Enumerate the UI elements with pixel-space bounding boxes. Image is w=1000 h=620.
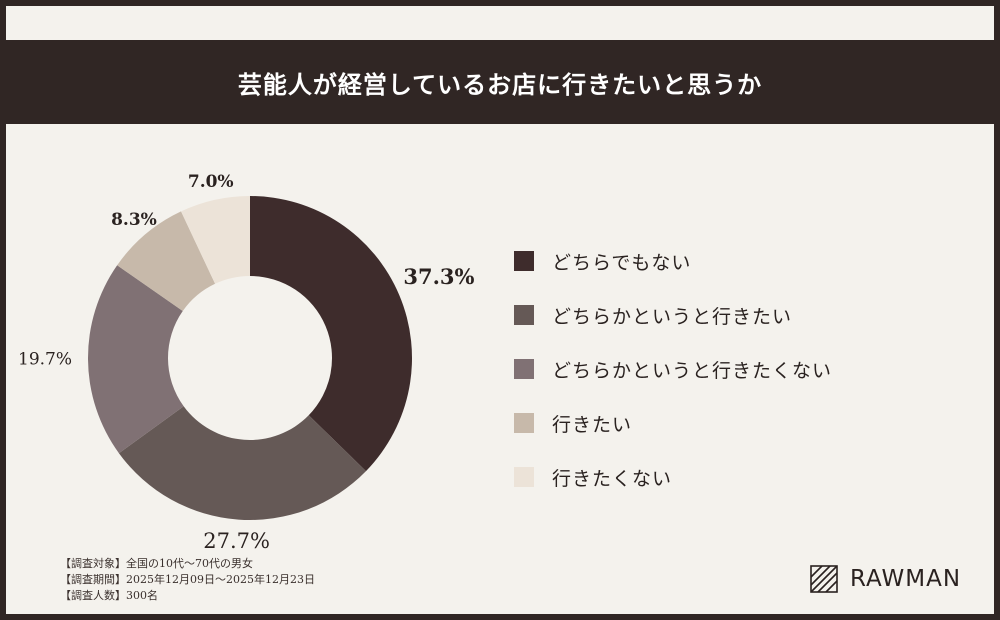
data-label: 8.3% <box>111 210 157 230</box>
legend-label: 行きたくない <box>552 467 673 490</box>
legend-label: どちらでもない <box>552 251 692 274</box>
legend-label: どちらかというと行きたくない <box>552 359 833 382</box>
title-bar: 芸能人が経営しているお店に行きたいと思うか <box>6 40 994 124</box>
legend-swatch <box>514 413 534 433</box>
donut-slice <box>88 265 184 454</box>
legend-item: どちらでもない <box>514 246 832 276</box>
data-label: 19.7% <box>18 349 72 369</box>
legend-swatch <box>514 251 534 271</box>
data-label: 7.0% <box>188 172 234 192</box>
footnote-target: 【調査対象】全国の10代〜70代の男女 <box>60 557 253 570</box>
data-label: 37.3% <box>403 264 474 289</box>
legend-swatch <box>514 359 534 379</box>
donut-slice <box>118 406 366 520</box>
donut-slice <box>117 211 216 312</box>
brand-logo: RAWMAN <box>810 565 961 593</box>
legend-item: 行きたくない <box>514 462 832 492</box>
data-label: 27.7% <box>203 529 270 553</box>
rawman-logo-icon <box>810 565 838 593</box>
legend-label: 行きたい <box>552 413 633 436</box>
footnote-count: 【調査人数】300名 <box>60 589 158 602</box>
legend: どちらでもない どちらかというと行きたい どちらかというと行きたくない 行きたい… <box>514 246 832 516</box>
donut-slice <box>181 196 250 284</box>
survey-footnote: 【調査対象】全国の10代〜70代の男女 【調査期間】2025年12月09日〜20… <box>60 556 315 604</box>
chart-title: 芸能人が経営しているお店に行きたいと思うか <box>237 69 763 99</box>
legend-item: どちらかというと行きたくない <box>514 354 832 384</box>
legend-item: 行きたい <box>514 408 832 438</box>
brand-name: RAWMAN <box>850 566 962 592</box>
legend-label: どちらかというと行きたい <box>552 305 793 328</box>
donut-slice <box>250 196 413 472</box>
footnote-period: 【調査期間】2025年12月09日〜2025年12月23日 <box>60 573 315 586</box>
legend-swatch <box>514 305 534 325</box>
legend-item: どちらかというと行きたい <box>514 300 832 330</box>
legend-swatch <box>514 467 534 487</box>
